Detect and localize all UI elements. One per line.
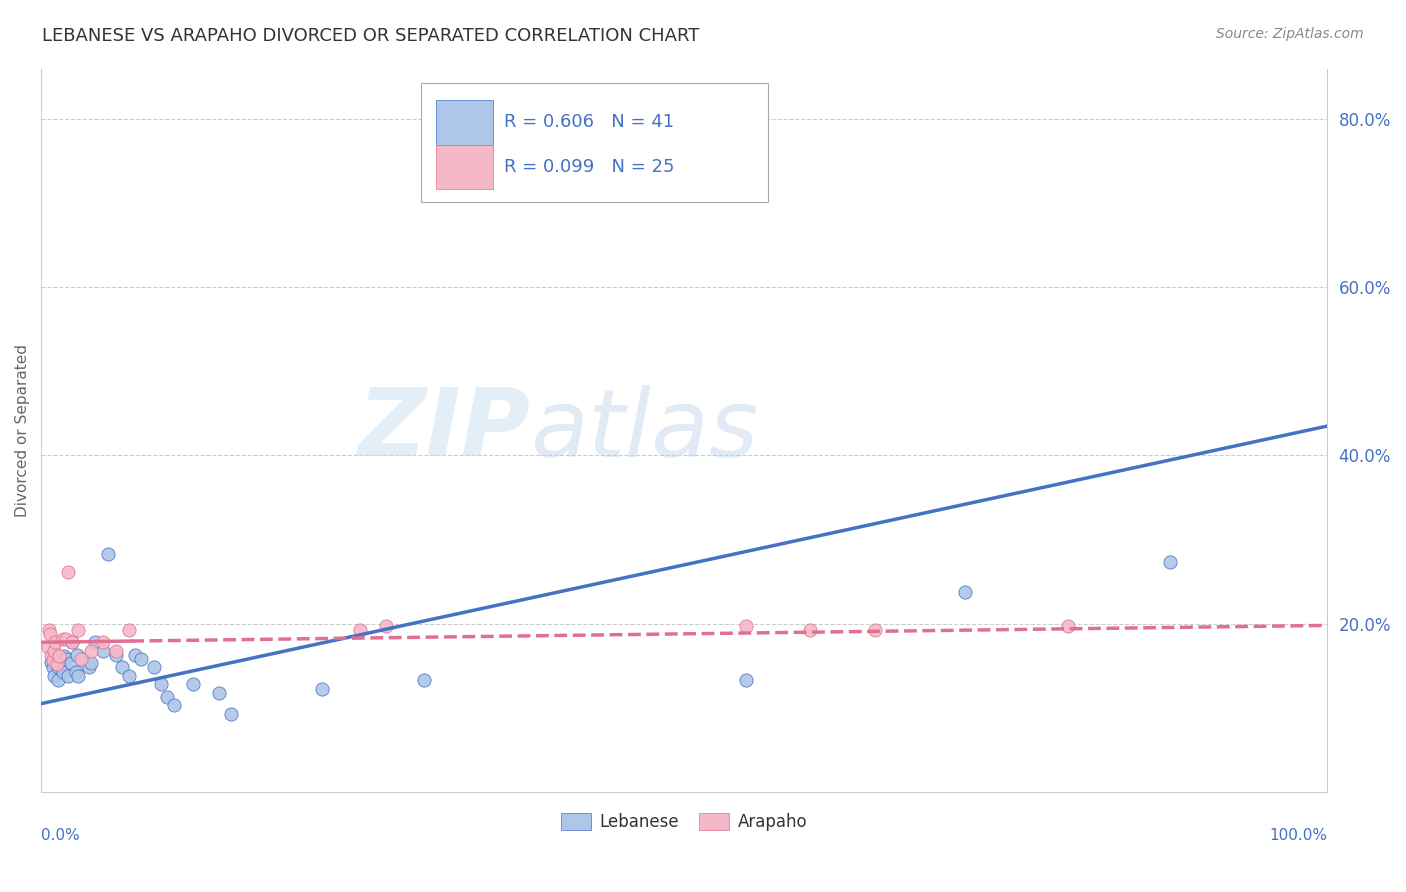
Point [117, 669, 139, 683]
Point [45, 657, 67, 672]
Point [42, 643, 65, 657]
Point [207, 686, 229, 700]
Point [72, 652, 94, 666]
Point [48, 648, 70, 663]
Point [56, 565, 79, 579]
Point [1159, 555, 1181, 569]
Point [60, 635, 83, 649]
Point [953, 584, 976, 599]
FancyBboxPatch shape [436, 145, 492, 189]
Point [70, 652, 93, 666]
Point [41, 655, 63, 669]
Point [104, 648, 127, 662]
FancyBboxPatch shape [436, 101, 492, 145]
Point [156, 690, 179, 704]
Text: LEBANESE VS ARAPAHO DIVORCED OR SEPARATED CORRELATION CHART: LEBANESE VS ARAPAHO DIVORCED OR SEPARATE… [42, 27, 700, 45]
Point [162, 698, 184, 713]
Point [59, 657, 82, 671]
Point [91, 635, 114, 649]
Point [124, 648, 146, 662]
Point [104, 643, 127, 657]
Legend: Lebanese, Arapaho: Lebanese, Arapaho [554, 806, 814, 838]
FancyBboxPatch shape [420, 83, 768, 202]
Point [44, 648, 66, 662]
Point [66, 648, 89, 662]
Point [80, 643, 103, 657]
Y-axis label: Divorced or Separated: Divorced or Separated [15, 343, 30, 516]
Point [65, 665, 87, 679]
Point [735, 619, 758, 633]
Point [60, 635, 83, 649]
Point [77, 660, 100, 674]
Point [413, 673, 436, 687]
Point [80, 657, 103, 671]
Point [44, 635, 66, 649]
Point [49, 657, 72, 672]
Point [37, 640, 59, 655]
Point [349, 624, 371, 638]
Point [55, 652, 77, 666]
Point [42, 669, 65, 683]
Point [45, 652, 67, 666]
Point [39, 627, 62, 641]
Point [56, 669, 79, 683]
Point [84, 635, 107, 649]
Text: atlas: atlas [530, 384, 758, 475]
Point [52, 665, 75, 679]
Text: Source: ZipAtlas.com: Source: ZipAtlas.com [1216, 27, 1364, 41]
Point [46, 673, 69, 687]
Point [131, 652, 153, 666]
Point [41, 660, 63, 674]
Text: R = 0.606   N = 41: R = 0.606 N = 41 [505, 113, 675, 131]
Point [221, 706, 243, 721]
Point [38, 624, 60, 638]
Text: R = 0.099   N = 25: R = 0.099 N = 25 [505, 159, 675, 177]
Point [55, 632, 77, 646]
Point [41, 653, 63, 667]
Point [41, 648, 63, 663]
Point [149, 677, 172, 691]
Point [735, 673, 758, 687]
Point [181, 677, 204, 691]
Point [53, 648, 76, 663]
Point [52, 632, 75, 646]
Point [67, 669, 90, 683]
Point [863, 624, 886, 638]
Point [311, 681, 333, 696]
Point [67, 624, 90, 638]
Point [1056, 619, 1078, 633]
Point [97, 547, 120, 561]
Point [143, 660, 166, 674]
Text: 100.0%: 100.0% [1270, 828, 1327, 843]
Point [41, 648, 63, 663]
Point [799, 624, 821, 638]
Text: ZIP: ZIP [357, 384, 530, 476]
Point [111, 660, 134, 674]
Text: 0.0%: 0.0% [41, 828, 80, 843]
Point [46, 660, 69, 674]
Point [374, 619, 396, 633]
Point [117, 624, 139, 638]
Point [91, 643, 114, 657]
